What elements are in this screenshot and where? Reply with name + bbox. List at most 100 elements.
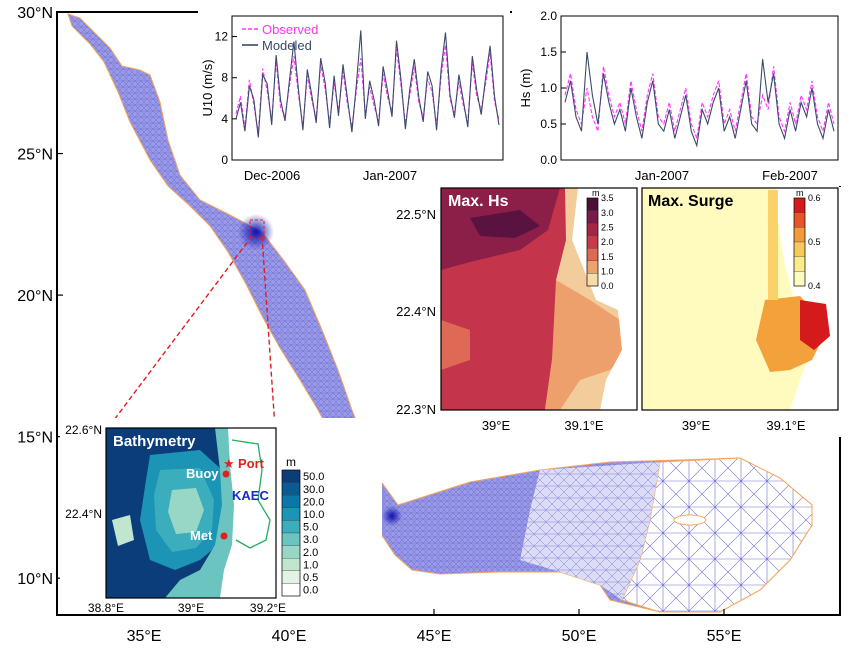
colorbar-label: 2.0 [601, 237, 614, 247]
max-surge-title: Max. Surge [648, 193, 733, 210]
lat-label: 20°N [17, 288, 53, 305]
kaec-highlight-box [249, 219, 265, 239]
colorbar-label: 50.0 [303, 471, 324, 483]
colorbar-swatch [793, 212, 806, 228]
wind-x-label-1: Jan-2007 [363, 168, 417, 183]
zoom-panels: Max. Hs 3.5 3.0 2.5 2.0 1.5 1.0 0.0 m Max. Sur… [378, 187, 846, 437]
hs-high-patch [470, 210, 540, 238]
colorbar-swatch [281, 482, 301, 496]
colorbar-swatch [793, 227, 806, 243]
max-hs-frame [440, 187, 638, 411]
zoom-lat-label-2: 22.3°N [396, 402, 436, 417]
colorbar-swatch [793, 256, 806, 272]
surge-lon-label-0: 39°E [682, 418, 711, 433]
y-tick-label: 1.5 [540, 45, 557, 59]
y-tick-label: 8 [221, 71, 228, 85]
colorbar-swatch [281, 469, 301, 483]
colorbar-swatch [281, 558, 301, 571]
colorbar-swatch [586, 248, 599, 262]
bathy-lon-label-2: 39.2°E [250, 601, 286, 615]
bathy-shelf-shallow [168, 488, 204, 534]
lat-label: 30°N [17, 5, 53, 22]
y-tick-label: 0.0 [540, 153, 557, 167]
zoom-lat-label-0: 22.5°N [396, 207, 436, 222]
y-tick-label: 0 [221, 153, 228, 167]
wave-x-label-1: Feb-2007 [762, 168, 818, 183]
colorbar-label: 3.0 [303, 534, 318, 546]
hs-mid-zone [545, 280, 630, 410]
wave-x-label-0: Jan-2007 [635, 168, 689, 183]
hs-shelf [441, 320, 470, 370]
colorbar-frame [281, 469, 301, 597]
series-modeled-line [564, 51, 835, 148]
lat-label: 10°N [17, 571, 53, 588]
wind-y-ticks: 0 4 8 12 [215, 30, 237, 167]
colorbar-swatch [281, 570, 301, 584]
buoy-marker [222, 470, 230, 478]
wave-y-label: Hs (m) [518, 69, 533, 108]
zoom-line-right [261, 235, 276, 429]
gulf-mid-mesh [520, 462, 660, 600]
wave-panel: 0.0 0.5 1.0 1.5 2.0 Hs (m) Jan-2007 Feb-2007 [512, 9, 846, 186]
max-surge-frame [641, 187, 839, 411]
colorbar-label: 1.0 [303, 559, 318, 571]
hs-lon-label-0: 39°E [482, 418, 511, 433]
max-hs-colorbar: 3.5 3.0 2.5 2.0 1.5 1.0 0.0 [586, 193, 614, 291]
kaec-label: KAEC [232, 488, 269, 503]
colorbar-label: 3.5 [601, 193, 614, 203]
wind-x-label-0: Dec-2006 [244, 168, 300, 183]
colorbar-swatch [793, 241, 806, 257]
bathymetry-frame [105, 427, 277, 599]
colorbar-label: 0.6 [808, 193, 821, 203]
wave-plot-frame [560, 15, 839, 161]
legend-observed-label: Observed [262, 22, 318, 37]
max-hs-unit: m [592, 188, 600, 198]
series-observed-line [564, 66, 835, 141]
lon-label: 55°E [707, 628, 742, 645]
port-label: Port [238, 456, 265, 471]
bathymetry-inset: Bathymetry Buoy ★ Port KAEC Met 50.030.0… [60, 418, 382, 615]
bathy-lon-label-0: 38.8°E [88, 601, 124, 615]
colorbar-label: 0.0 [303, 585, 318, 597]
bathy-lat-label-1: 22.4°N [65, 507, 102, 521]
wave-y-ticks: 0.0 0.5 1.0 1.5 2.0 [540, 9, 566, 167]
max-surge-panel: Max. Surge 0.6 0.5 0.4 m [641, 187, 839, 411]
bathy-lon-label-1: 39°E [178, 601, 204, 615]
colorbar-swatch [586, 273, 599, 287]
buoy-label: Buoy [186, 466, 219, 481]
colorbar-swatch [281, 545, 301, 559]
y-tick-label: 1.0 [540, 81, 557, 95]
lon-label: 40°E [272, 628, 307, 645]
main-lon-axis: 35°E 40°E 45°E 50°E 55°E [127, 609, 742, 645]
lon-label: 35°E [127, 628, 162, 645]
colorbar-swatch [281, 583, 301, 597]
met-label: Met [190, 528, 213, 543]
bathy-lat-label-0: 22.6°N [65, 423, 102, 437]
lon-label: 50°E [562, 628, 597, 645]
colorbar-label: 30.0 [303, 484, 324, 496]
colorbar-swatch [793, 271, 806, 287]
lat-label: 15°N [17, 430, 53, 447]
colorbar-swatch [281, 507, 301, 521]
colorbar-swatch [281, 520, 301, 534]
wind-lines [235, 30, 500, 138]
colorbar-label: 2.5 [601, 222, 614, 232]
port-star: ★ [223, 456, 235, 471]
colorbar-label: 1.5 [601, 252, 614, 262]
y-tick-label: 0.5 [540, 117, 557, 131]
hs-lon-label-1: 39.1°E [564, 418, 604, 433]
wind-y-label: U10 (m/s) [200, 59, 215, 116]
wave-lines [564, 51, 835, 148]
colorbar-label: 10.0 [303, 509, 324, 521]
colorbar-label: 5.0 [303, 522, 318, 534]
wind-panel: 0 4 8 12 U10 (m/s) Dec-2006 Jan-2007 Observ… [198, 10, 510, 186]
y-tick-label: 4 [221, 112, 228, 126]
socotra-hole [673, 514, 707, 526]
zoom-lat-label-1: 22.4°N [396, 304, 436, 319]
colorbar-label: 0.5 [808, 237, 821, 247]
colorbar-label: 0.5 [303, 572, 318, 584]
colorbar-swatch [586, 222, 599, 236]
surge-land [775, 188, 838, 410]
colorbar-label: 3.0 [601, 208, 614, 218]
